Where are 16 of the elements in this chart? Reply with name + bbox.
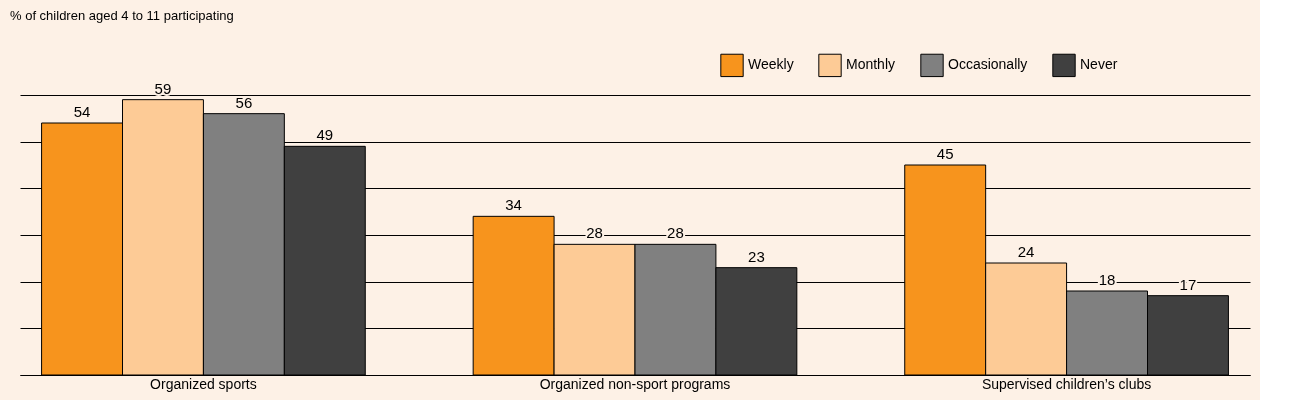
data-label: 59 — [154, 79, 172, 97]
chart-title: % of children aged 4 to 11 participating — [10, 8, 234, 23]
data-label: 49 — [316, 126, 334, 144]
data-label: 54 — [73, 103, 91, 120]
legend-label: Weekly — [748, 56, 794, 73]
data-label: 56 — [235, 93, 253, 111]
legend-label: Occasionally — [948, 56, 1028, 73]
legend-label: Never — [1080, 56, 1118, 73]
x-tick-label: Organized non-sport programs — [539, 375, 731, 392]
data-label: 24 — [1017, 243, 1035, 260]
legend-label: Monthly — [846, 56, 896, 73]
x-tick-label: Supervised children’s clubs — [981, 375, 1152, 392]
data-label: 23 — [748, 247, 765, 265]
x-tick-label: Organized sports — [150, 375, 257, 392]
data-label: 45 — [936, 145, 954, 162]
data-label: 34 — [505, 196, 522, 214]
